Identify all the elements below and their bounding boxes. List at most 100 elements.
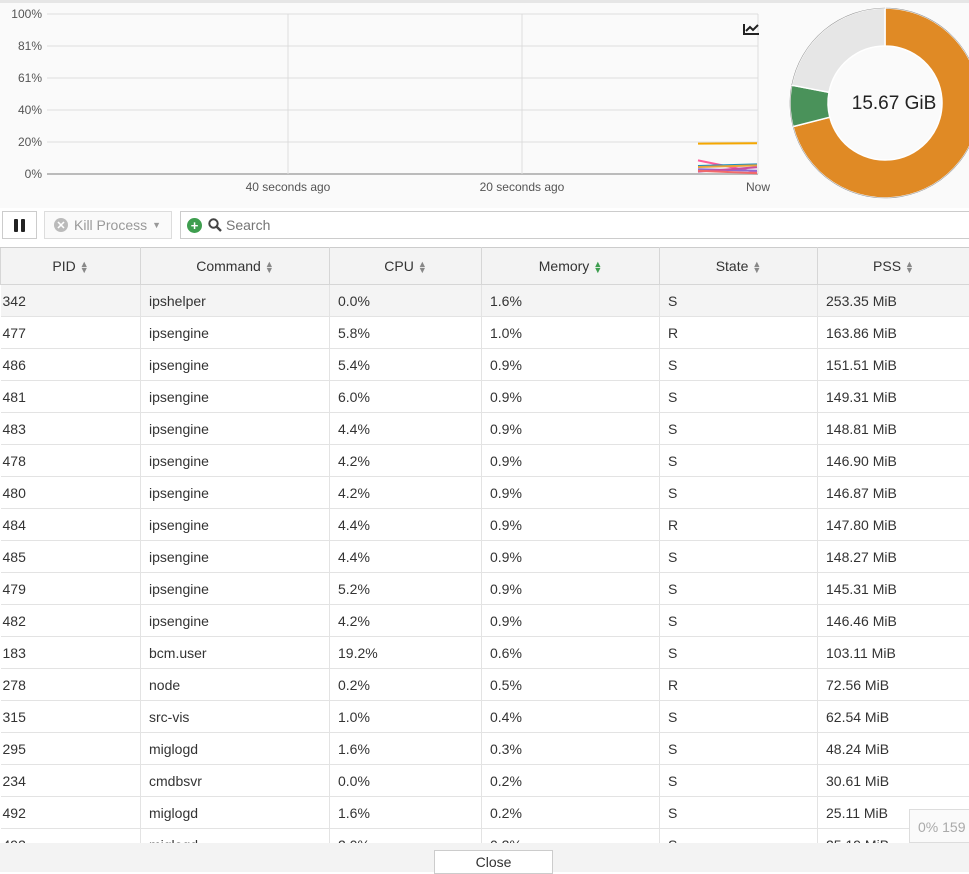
column-header-pid[interactable]: PID▲▼ [1, 248, 141, 285]
kill-process-dropdown[interactable]: ✕ Kill Process ▼ [44, 211, 172, 239]
cell-state: S [660, 605, 818, 637]
cell-cpu: 6.0% [330, 381, 482, 413]
cell-memory: 0.9% [482, 509, 660, 541]
cell-command: bcm.user [141, 637, 330, 669]
cell-cpu: 0.0% [330, 285, 482, 317]
column-header-command[interactable]: Command▲▼ [141, 248, 330, 285]
cell-state: R [660, 509, 818, 541]
process-table: PID▲▼Command▲▼CPU▲▼Memory▲▼State▲▼PSS▲▼ … [0, 247, 969, 861]
cell-pid: 479 [1, 573, 141, 605]
cell-state: S [660, 797, 818, 829]
cell-pss: 72.56 MiB [818, 669, 969, 701]
search-input[interactable] [226, 217, 926, 233]
cell-state: S [660, 701, 818, 733]
cell-memory: 0.6% [482, 637, 660, 669]
cell-memory: 0.9% [482, 541, 660, 573]
cell-state: S [660, 445, 818, 477]
cell-pss: 149.31 MiB [818, 381, 969, 413]
cell-command: ipsengine [141, 445, 330, 477]
cell-pss: 103.11 MiB [818, 637, 969, 669]
cell-memory: 0.9% [482, 605, 660, 637]
cell-pss: 145.31 MiB [818, 573, 969, 605]
x-tick-label: 40 seconds ago [246, 180, 331, 194]
y-tick-label: 61% [18, 71, 42, 85]
kill-process-label: Kill Process [74, 217, 147, 233]
cell-cpu: 5.4% [330, 349, 482, 381]
cell-cpu: 4.4% [330, 413, 482, 445]
cell-state: S [660, 573, 818, 605]
cell-memory: 1.0% [482, 317, 660, 349]
memory-total-label: 15.67 GiB [852, 93, 937, 114]
cell-cpu: 1.6% [330, 733, 482, 765]
cell-memory: 0.2% [482, 765, 660, 797]
cell-memory: 0.9% [482, 573, 660, 605]
cell-cpu: 4.4% [330, 509, 482, 541]
column-header-memory[interactable]: Memory▲▼ [482, 248, 660, 285]
cell-command: ipsengine [141, 605, 330, 637]
pause-button[interactable] [2, 211, 37, 239]
cell-state: S [660, 413, 818, 445]
cell-pss: 253.35 MiB [818, 285, 969, 317]
column-header-label: State [716, 258, 749, 274]
cell-cpu: 5.2% [330, 573, 482, 605]
add-filter-icon[interactable]: + [187, 218, 202, 233]
cell-state: S [660, 765, 818, 797]
cell-command: node [141, 669, 330, 701]
sort-icon: ▲▼ [905, 261, 914, 273]
sort-icon: ▲▼ [418, 261, 427, 273]
cell-state: S [660, 541, 818, 573]
y-tick-label: 0% [25, 167, 43, 181]
cell-pss: 146.46 MiB [818, 605, 969, 637]
cell-pid: 486 [1, 349, 141, 381]
cell-command: ipsengine [141, 541, 330, 573]
y-tick-label: 20% [18, 135, 42, 149]
cell-command: ipsengine [141, 573, 330, 605]
sort-icon: ▲▼ [752, 261, 761, 273]
cell-pid: 480 [1, 477, 141, 509]
column-header-label: PID [52, 258, 75, 274]
cell-pss: 148.27 MiB [818, 541, 969, 573]
cell-pid: 478 [1, 445, 141, 477]
cell-memory: 0.9% [482, 477, 660, 509]
search-icon [208, 218, 222, 232]
column-header-label: PSS [873, 258, 901, 274]
column-header-cpu[interactable]: CPU ▲▼ [330, 248, 482, 285]
cell-pid: 483 [1, 413, 141, 445]
cell-state: S [660, 381, 818, 413]
cell-memory: 0.4% [482, 701, 660, 733]
cell-pss: 30.61 MiB [818, 765, 969, 797]
cell-pss: 62.54 MiB [818, 701, 969, 733]
cell-cpu: 19.2% [330, 637, 482, 669]
cell-pss: 147.80 MiB [818, 509, 969, 541]
cell-command: ipsengine [141, 317, 330, 349]
cell-command: ipsengine [141, 381, 330, 413]
column-header-label: Command [196, 258, 261, 274]
column-header-state[interactable]: State▲▼ [660, 248, 818, 285]
column-header-pss[interactable]: PSS ▲▼ [818, 248, 969, 285]
cell-pss: 148.81 MiB [818, 413, 969, 445]
column-header-label: CPU [384, 258, 414, 274]
cell-memory: 0.3% [482, 733, 660, 765]
cell-cpu: 1.0% [330, 701, 482, 733]
cell-pss: 151.51 MiB [818, 349, 969, 381]
cell-pid: 278 [1, 669, 141, 701]
close-button[interactable]: Close [434, 850, 553, 874]
